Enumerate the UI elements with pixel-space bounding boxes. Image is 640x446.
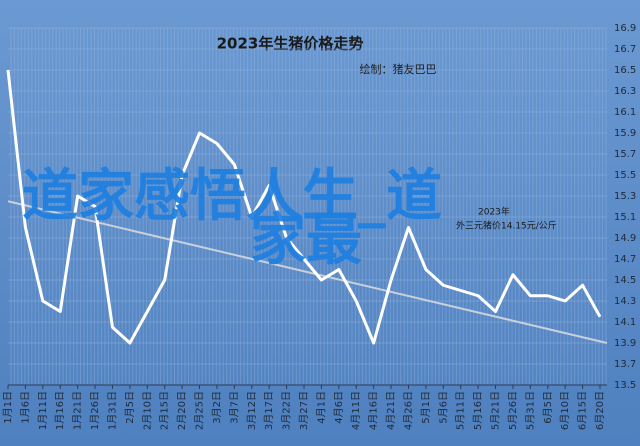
y-tick-label: 13.7 (614, 359, 636, 370)
y-tick-label: 13.9 (614, 338, 636, 349)
x-tick-label: 6月5日 (542, 391, 554, 424)
x-tick-label: 5月6日 (437, 391, 449, 424)
x-tick-label: 5月16日 (472, 391, 484, 430)
x-tick-label: 5月31日 (524, 391, 536, 430)
x-tick-label: 2月10日 (141, 391, 153, 430)
x-tick-label: 4月6日 (333, 391, 345, 424)
x-tick-label: 1月31日 (106, 391, 118, 430)
x-tick-label: 6月20日 (594, 391, 606, 430)
y-tick-label: 14.1 (614, 317, 636, 328)
x-tick-label: 4月11日 (350, 391, 362, 430)
x-tick-label: 6月15日 (577, 391, 589, 430)
x-tick-label: 4月26日 (402, 391, 414, 430)
y-tick-label: 15.3 (614, 191, 636, 202)
x-tick-label: 3月2日 (211, 391, 223, 424)
y-tick-label: 13.5 (614, 380, 636, 391)
y-tick-label: 15.9 (614, 128, 636, 139)
x-tick-label: 5月26日 (507, 391, 519, 430)
x-tick-label: 4月21日 (385, 391, 397, 430)
x-tick-label: 5月11日 (455, 391, 467, 430)
x-tick-label: 2月15日 (159, 391, 171, 430)
x-tick-label: 4月16日 (368, 391, 380, 430)
x-tick-label: 1月11日 (37, 391, 49, 430)
price-line (6, 69, 602, 345)
x-tick-label: 1月26日 (89, 391, 101, 430)
x-tick-label: 1月1日 (2, 391, 14, 424)
trend-line (7, 200, 608, 344)
annotation: 2023年 (478, 206, 510, 218)
x-tick-label: 4月1日 (315, 391, 327, 424)
x-tick-label: 3月22日 (281, 391, 293, 430)
y-tick-label: 14.3 (614, 296, 636, 307)
x-tick-label: 3月7日 (228, 391, 240, 424)
y-tick-label: 16.3 (614, 86, 636, 97)
subtitle: 绘制：猪友巴巴 (360, 62, 437, 76)
x-tick-label: 3月27日 (298, 391, 310, 430)
annotation: 外三元猪价14.15元/公斤 (456, 220, 557, 232)
x-tick-label: 1月21日 (72, 391, 84, 430)
y-tick-label: 14.5 (614, 275, 636, 286)
y-tick-label: 15.5 (614, 170, 636, 181)
x-tick-label: 5月1日 (420, 391, 432, 424)
x-tick-label: 2月5日 (124, 391, 136, 424)
x-tick-label: 1月6日 (19, 391, 31, 424)
x-grid (8, 28, 607, 385)
x-tick-label: 3月12日 (246, 391, 258, 430)
y-tick-label: 16.7 (614, 44, 636, 55)
x-tick-label: 6月10日 (559, 391, 571, 430)
watermark: 家最 (250, 208, 362, 273)
chart-title: 2023年生猪价格走势 (217, 35, 364, 53)
y-tick-label: 14.9 (614, 233, 636, 244)
x-tick-label: 2月20日 (176, 391, 188, 430)
y-tick-label: 16.5 (614, 65, 636, 76)
x-tick-label: 1月16日 (54, 391, 66, 430)
y-tick-label: 16.1 (614, 107, 636, 118)
y-tick-label: 16.9 (614, 23, 636, 34)
x-tick-label: 5月21日 (490, 391, 502, 430)
x-tick-label: 2月25日 (194, 391, 206, 430)
y-tick-label: 15.1 (614, 212, 636, 223)
x-tick-label: 3月17日 (263, 391, 275, 430)
y-tick-label: 14.7 (614, 254, 636, 265)
y-tick-label: 15.7 (614, 149, 636, 160)
watermark: 道家感悟人生_道 (22, 164, 442, 229)
